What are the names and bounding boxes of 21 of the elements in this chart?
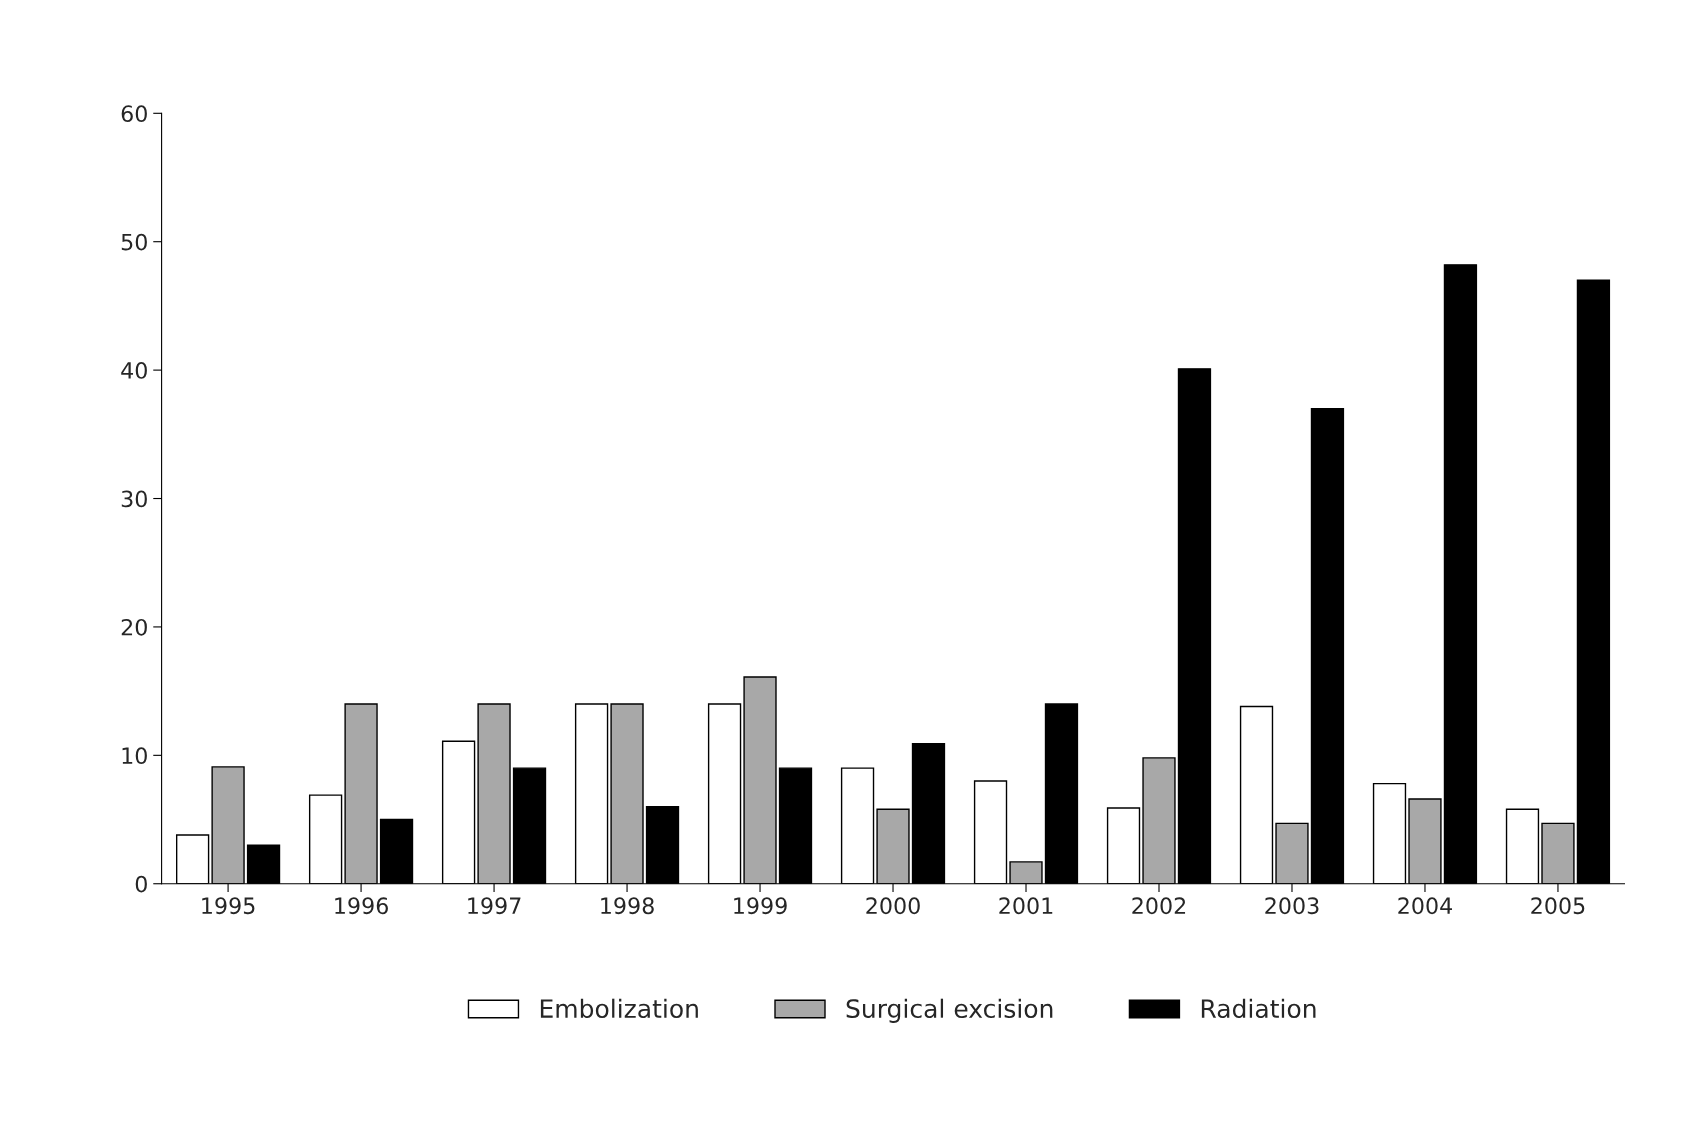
legend-label: Radiation bbox=[1201, 998, 1316, 1019]
x-tick-label: 2000 bbox=[866, 897, 920, 915]
x-tick-label: 2003 bbox=[1265, 897, 1319, 915]
y-tick-label: 20 bbox=[121, 618, 147, 636]
x-tick-label: 1997 bbox=[468, 897, 521, 915]
x-tick-label: 2001 bbox=[999, 897, 1053, 915]
x-tick-label: 2002 bbox=[1132, 897, 1186, 915]
x-tick-label: 1998 bbox=[601, 897, 654, 915]
y-tick-label: 10 bbox=[122, 747, 147, 765]
y-tick-label: 60 bbox=[121, 105, 147, 123]
y-tick-label: 0 bbox=[135, 875, 147, 893]
x-tick-label: 2005 bbox=[1531, 897, 1585, 915]
legend-label: Surgical excision bbox=[846, 998, 1053, 1023]
x-tick-label: 1995 bbox=[202, 897, 255, 915]
y-tick-label: 40 bbox=[121, 362, 147, 379]
x-tick-label: 2004 bbox=[1398, 897, 1452, 915]
x-tick-label: 1996 bbox=[335, 897, 388, 915]
legend-label: Embolization bbox=[540, 998, 698, 1019]
x-tick-label: 1999 bbox=[734, 897, 787, 915]
y-tick-label: 30 bbox=[121, 490, 147, 508]
y-tick-label: 50 bbox=[121, 233, 147, 251]
